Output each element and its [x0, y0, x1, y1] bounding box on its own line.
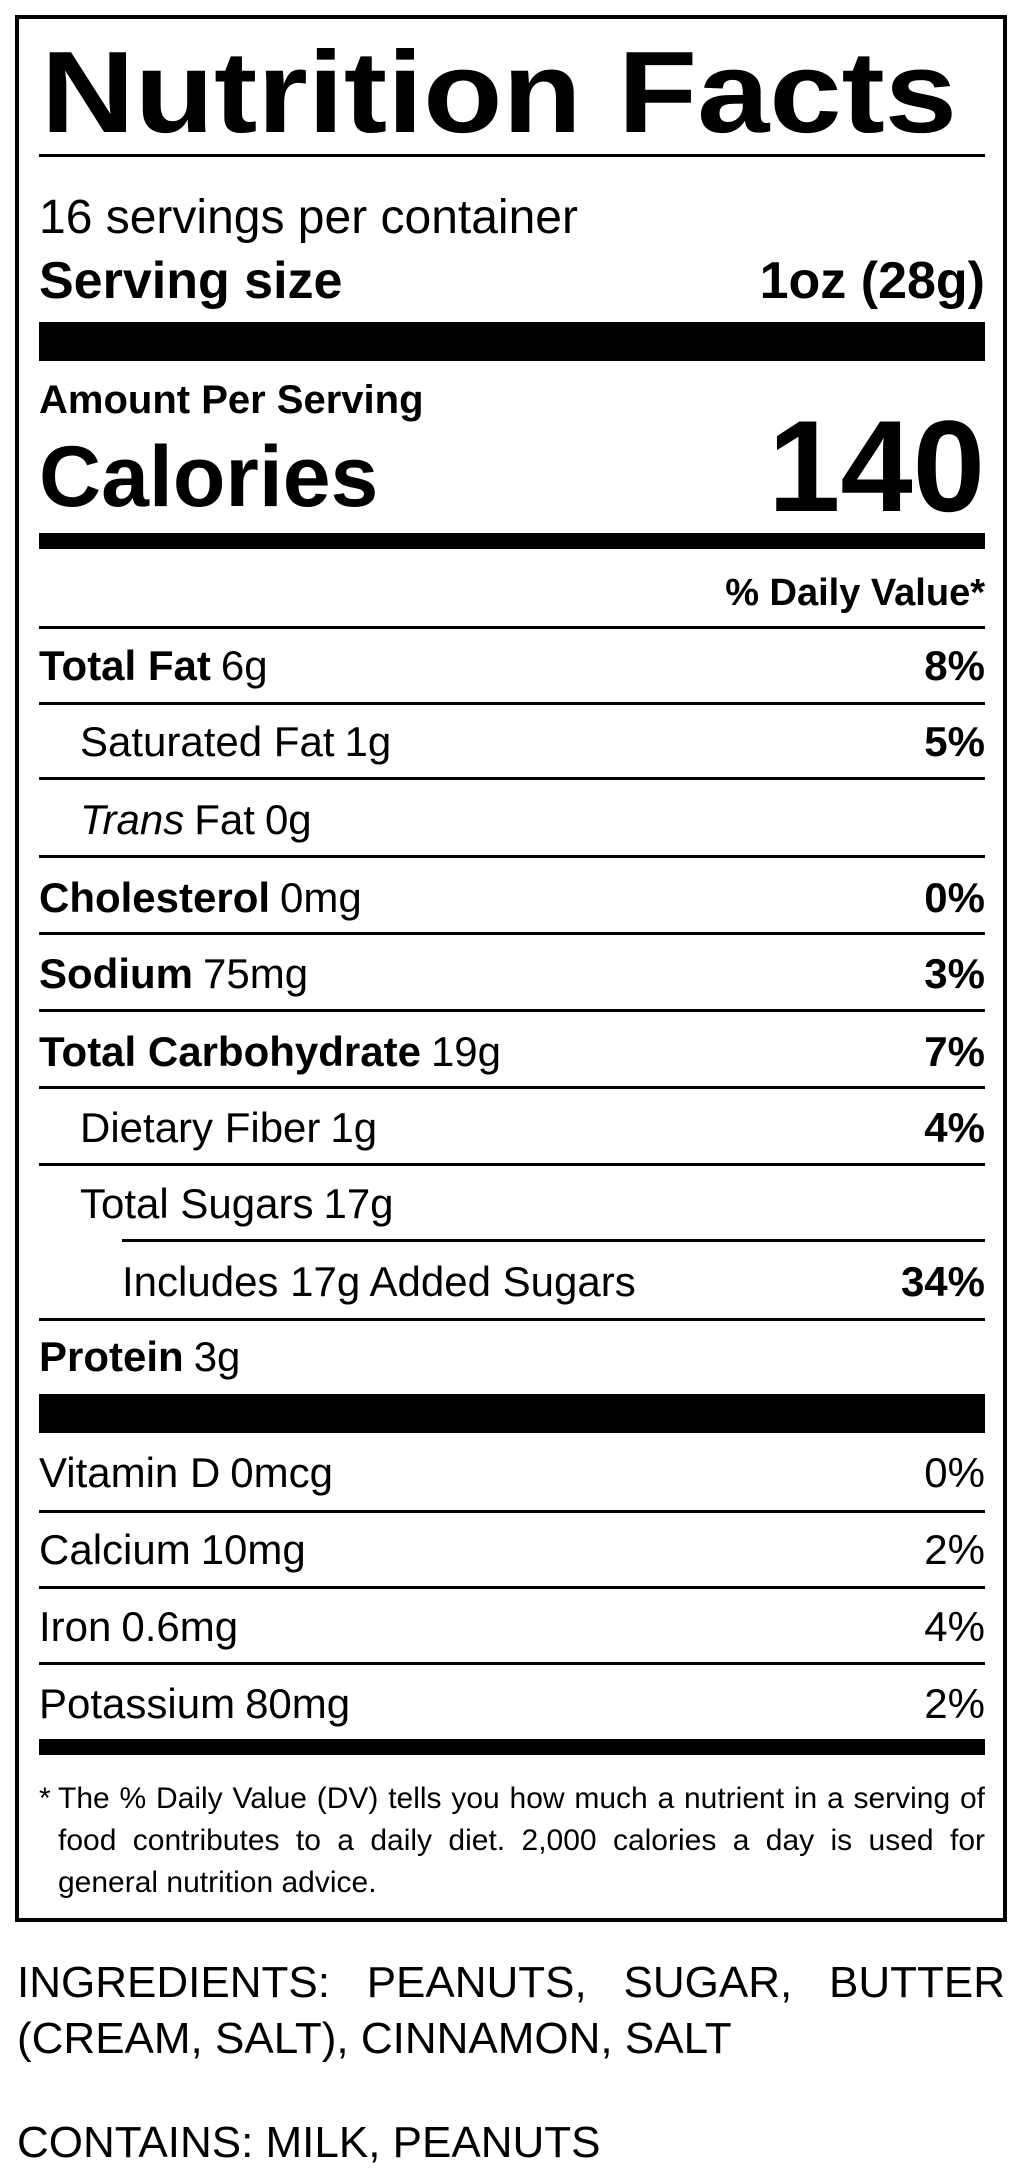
medium-bar: [39, 533, 985, 549]
vitamin-amount: 0mcg: [230, 1449, 333, 1496]
nutrient-name: Cholesterol: [39, 874, 270, 921]
thick-bar: [39, 322, 985, 361]
nutrient-name: Total Sugars: [80, 1180, 313, 1227]
vitamin-name: Potassium: [39, 1680, 235, 1727]
ingredients: INGREDIENTS: PEANUTS, SUGAR, BUTTER (CRE…: [17, 1958, 1005, 2063]
nutrient-row: Protein 3g: [39, 1333, 240, 1380]
rule: [39, 777, 985, 780]
nutrient-row: Saturated Fat 1g: [80, 718, 391, 765]
nutrient-row: Includes 17g Added Sugars: [122, 1258, 636, 1305]
amount-per-serving: Amount Per Serving: [39, 378, 424, 422]
nutrient-name: Protein: [39, 1333, 184, 1380]
calories-value: 140: [768, 393, 985, 539]
calories-label: Calories: [39, 429, 378, 525]
vitamin-row: Calcium 10mg: [39, 1526, 306, 1573]
nutrient-amount: 75mg: [203, 950, 308, 997]
rule: [39, 1662, 985, 1665]
nutrient-row: Dietary Fiber 1g: [80, 1104, 377, 1151]
nutrient-name: Saturated Fat: [80, 718, 335, 765]
vitamin-dv: 2%: [924, 1526, 985, 1573]
vitamin-row: Iron 0.6mg: [39, 1603, 238, 1650]
daily-value-header: % Daily Value*: [725, 572, 985, 614]
rule: [39, 1586, 985, 1589]
nutrient-amount: 17g: [323, 1180, 393, 1227]
nutrient-name: Dietary Fiber: [80, 1104, 320, 1151]
nutrient-amount: 1g: [344, 718, 391, 765]
nutrient-dv: 7%: [924, 1028, 985, 1075]
medium-bar: [39, 1739, 985, 1755]
contains: CONTAINS: MILK, PEANUTS: [17, 2118, 601, 2167]
rule: [39, 1318, 985, 1321]
nutrient-dv: 4%: [924, 1104, 985, 1151]
nutrient-row: Cholesterol 0mg: [39, 874, 362, 921]
vitamin-dv: 2%: [924, 1680, 985, 1727]
rule: [39, 154, 985, 157]
nutrient-amount: 6g: [221, 642, 268, 689]
nutrient-amount: 0g: [265, 796, 312, 843]
rule: [39, 1163, 985, 1166]
vitamin-dv: 0%: [924, 1449, 985, 1496]
nutrient-amount: 0mg: [280, 874, 362, 921]
vitamin-row: Vitamin D 0mcg: [39, 1449, 333, 1496]
nutrient-name: Total Fat: [39, 642, 211, 689]
nutrient-name: Sodium: [39, 950, 193, 997]
rule: [39, 702, 985, 705]
rule: [39, 855, 985, 858]
rule: [39, 626, 985, 629]
serving-size-label: Serving size: [39, 252, 342, 310]
footnote-marker: *: [39, 1782, 51, 1815]
nutrient-amount: 1g: [330, 1104, 377, 1151]
rule: [39, 1086, 985, 1089]
nutrient-name: Includes 17g Added Sugars: [122, 1258, 636, 1305]
vitamin-name: Iron: [39, 1603, 111, 1650]
vitamin-name: Calcium: [39, 1526, 191, 1573]
title: Nutrition Facts: [41, 27, 957, 157]
vitamin-amount: 0.6mg: [121, 1603, 238, 1650]
vitamin-name: Vitamin D: [39, 1449, 220, 1496]
nutrient-dv: 34%: [901, 1258, 985, 1305]
nutrient-name-italic: Trans: [80, 796, 184, 843]
rule: [39, 1009, 985, 1012]
nutrient-dv: 8%: [924, 642, 985, 689]
nutrient-row: Trans Fat 0g: [80, 796, 312, 843]
nutrient-name: Fat: [194, 796, 255, 843]
nutrient-row: Total Fat 6g: [39, 642, 268, 689]
label-border: [15, 15, 1007, 1922]
nutrient-name: Total Carbohydrate: [39, 1028, 421, 1075]
servings: 16 servings per container: [39, 191, 578, 244]
rule: [39, 1510, 985, 1513]
nutrient-amount: 3g: [194, 1333, 241, 1380]
footnote-text: The % Daily Value (DV) tells you how muc…: [58, 1782, 985, 1899]
vitamin-row: Potassium 80mg: [39, 1680, 350, 1727]
nutrient-dv: 0%: [924, 874, 985, 921]
vitamin-dv: 4%: [924, 1603, 985, 1650]
nutrient-row: Total Sugars 17g: [80, 1180, 394, 1227]
rule: [39, 932, 985, 935]
nutrient-dv: 3%: [924, 950, 985, 997]
vitamin-amount: 10mg: [201, 1526, 306, 1573]
nutrient-row: Sodium 75mg: [39, 950, 308, 997]
thick-bar: [39, 1394, 985, 1433]
rule: [122, 1239, 985, 1242]
vitamin-amount: 80mg: [245, 1680, 350, 1727]
nutrient-amount: 19g: [431, 1028, 501, 1075]
nutrient-dv: 5%: [924, 718, 985, 765]
nutrient-row: Total Carbohydrate 19g: [39, 1028, 501, 1075]
serving-size: 1oz (28g): [760, 252, 985, 310]
